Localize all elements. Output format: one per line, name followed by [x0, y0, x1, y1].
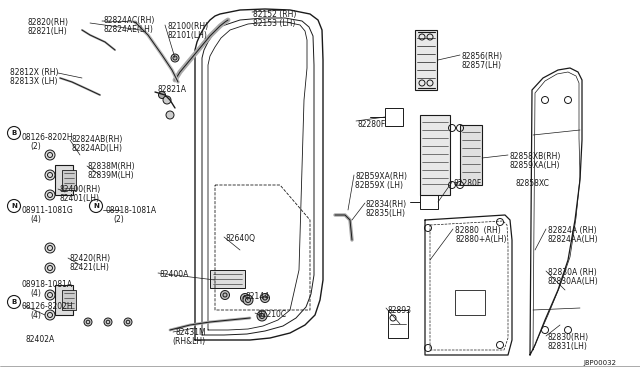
Text: 82820(RH): 82820(RH): [28, 18, 69, 27]
Text: 08126-8202H: 08126-8202H: [22, 133, 74, 142]
Text: (2): (2): [30, 142, 41, 151]
Text: 82210C: 82210C: [257, 310, 286, 319]
Bar: [388, 310, 408, 338]
Text: 82153 (LH): 82153 (LH): [253, 19, 296, 28]
Text: 82100(RH): 82100(RH): [167, 22, 208, 31]
Circle shape: [221, 291, 230, 299]
Text: 82280F: 82280F: [357, 120, 385, 129]
Text: 82831(LH): 82831(LH): [548, 342, 588, 351]
Text: (4): (4): [30, 289, 41, 298]
Circle shape: [163, 96, 171, 104]
Bar: [420, 195, 438, 209]
Text: 08126-8202H: 08126-8202H: [22, 302, 74, 311]
Bar: [55, 165, 73, 195]
Text: 82835(LH): 82835(LH): [366, 209, 406, 218]
Circle shape: [45, 290, 55, 300]
Bar: [415, 30, 437, 90]
Text: 82880  (RH): 82880 (RH): [455, 226, 500, 235]
Circle shape: [45, 190, 55, 200]
Text: J8P00032: J8P00032: [583, 360, 616, 366]
Text: 82812X (RH): 82812X (RH): [10, 68, 58, 77]
Bar: [62, 170, 76, 190]
Text: 82824AE(LH): 82824AE(LH): [103, 25, 153, 34]
Text: 82152 (RH): 82152 (RH): [253, 10, 296, 19]
Text: 82824AD(LH): 82824AD(LH): [72, 144, 123, 153]
Text: B: B: [12, 299, 17, 305]
Text: 82401(LH): 82401(LH): [60, 194, 100, 203]
Bar: [55, 285, 73, 315]
Text: 82280F: 82280F: [454, 179, 483, 188]
Circle shape: [241, 294, 250, 302]
Text: 82858XC: 82858XC: [516, 179, 550, 188]
Text: 82144: 82144: [246, 292, 270, 301]
Text: 82839M(LH): 82839M(LH): [88, 171, 134, 180]
Circle shape: [104, 318, 112, 326]
Text: 82858XB(RH): 82858XB(RH): [510, 152, 561, 161]
Text: 82893: 82893: [388, 306, 412, 315]
Circle shape: [159, 92, 166, 99]
Text: 82400A: 82400A: [160, 270, 189, 279]
Text: 82856(RH): 82856(RH): [462, 52, 503, 61]
Text: 82830A (RH): 82830A (RH): [548, 268, 596, 277]
Text: 82824AB(RH): 82824AB(RH): [72, 135, 124, 144]
Circle shape: [45, 310, 55, 320]
Text: 82830AA(LH): 82830AA(LH): [548, 277, 599, 286]
Circle shape: [260, 294, 269, 302]
Text: (4): (4): [30, 311, 41, 320]
Text: 08911-1081G: 08911-1081G: [22, 206, 74, 215]
Text: 82857(LH): 82857(LH): [462, 61, 502, 70]
Text: 08918-1081A: 08918-1081A: [22, 280, 73, 289]
Text: 82838M(RH): 82838M(RH): [88, 162, 136, 171]
Text: 82821A: 82821A: [157, 85, 186, 94]
Text: 82B59XA(RH): 82B59XA(RH): [355, 172, 407, 181]
Bar: [385, 108, 403, 126]
Circle shape: [124, 318, 132, 326]
Text: 82813X (LH): 82813X (LH): [10, 77, 58, 86]
Circle shape: [166, 111, 174, 119]
Text: N: N: [93, 203, 99, 209]
Text: 82880+A(LH): 82880+A(LH): [455, 235, 506, 244]
Text: 82824AA(LH): 82824AA(LH): [548, 235, 598, 244]
Text: 82101(LH): 82101(LH): [167, 31, 207, 40]
Text: 82431M: 82431M: [175, 328, 205, 337]
Text: 08918-1081A: 08918-1081A: [105, 206, 156, 215]
Text: (4): (4): [30, 215, 41, 224]
Bar: [460, 125, 482, 185]
Circle shape: [171, 54, 179, 62]
Circle shape: [45, 170, 55, 180]
Text: N: N: [11, 203, 17, 209]
Bar: [62, 290, 76, 310]
Text: 82420(RH): 82420(RH): [70, 254, 111, 263]
Circle shape: [45, 243, 55, 253]
Text: 82824A (RH): 82824A (RH): [548, 226, 596, 235]
Circle shape: [45, 150, 55, 160]
Circle shape: [45, 263, 55, 273]
Text: 82834(RH): 82834(RH): [366, 200, 407, 209]
Text: 82421(LH): 82421(LH): [70, 263, 110, 272]
Bar: [210, 270, 245, 288]
Text: 82402A: 82402A: [25, 335, 54, 344]
Text: B: B: [12, 130, 17, 136]
Text: 82830(RH): 82830(RH): [548, 333, 589, 342]
Text: (RH&LH): (RH&LH): [172, 337, 205, 346]
Bar: [420, 115, 450, 195]
Text: 82640Q: 82640Q: [225, 234, 255, 243]
Text: (2): (2): [113, 215, 124, 224]
Text: 82400(RH): 82400(RH): [60, 185, 101, 194]
Text: 82824AC(RH): 82824AC(RH): [103, 16, 154, 25]
Circle shape: [84, 318, 92, 326]
Bar: [455, 290, 485, 315]
Circle shape: [243, 295, 253, 305]
Text: 82859XA(LH): 82859XA(LH): [510, 161, 561, 170]
Text: 82821(LH): 82821(LH): [28, 27, 68, 36]
Circle shape: [257, 311, 267, 321]
Text: 82B59X (LH): 82B59X (LH): [355, 181, 403, 190]
